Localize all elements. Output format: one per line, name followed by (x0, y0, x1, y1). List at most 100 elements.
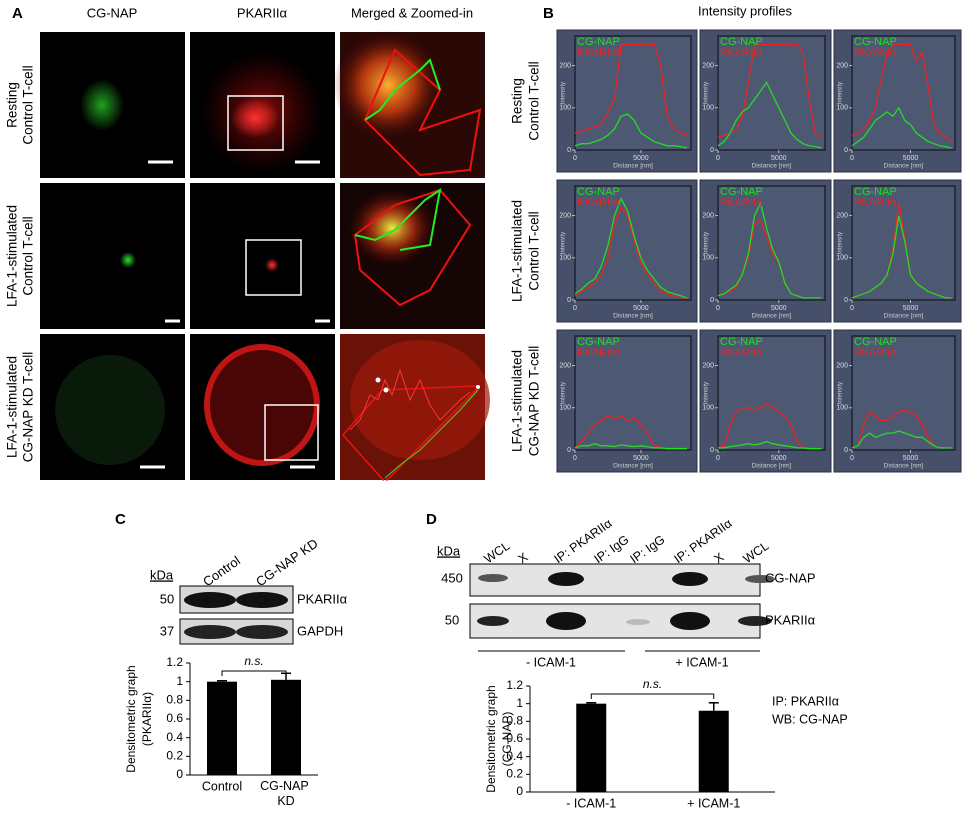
x-tick-label: 5000 (771, 455, 787, 462)
row-label: CG-NAP KD T-cell (21, 352, 36, 463)
y-tick-label: 0.6 (166, 711, 183, 725)
row-label: CG-NAP KD T-cell (527, 346, 542, 457)
x-tick-label: CG-NAP KD (260, 779, 312, 808)
note: IP: PKARIIα (772, 694, 839, 708)
unit-label: kDa (437, 543, 461, 558)
profile-line (574, 415, 687, 449)
marker-label: 50 (160, 591, 174, 606)
blots (179, 563, 775, 652)
y-tick-label: 200 (836, 212, 848, 219)
y-tick-label: 100 (559, 255, 571, 262)
y-axis-label: Intensity (561, 82, 567, 104)
profile-line (717, 81, 822, 149)
profile-line (717, 200, 822, 299)
x-tick-label: 5000 (903, 305, 919, 312)
legend-entry: CG-NAP (577, 36, 620, 48)
legend-entry: PKARIIα (577, 347, 620, 359)
y-tick-label: 0 (710, 297, 714, 304)
y-tick-label: 200 (559, 62, 571, 69)
row-label: LFA-1-stimulated (510, 200, 525, 302)
y-axis-label: Densitometric graph (484, 685, 498, 792)
significance-bracket (590, 693, 715, 699)
legend-entry: PKARIIα (854, 197, 897, 209)
legend-entry: CG-NAP (854, 36, 897, 48)
y-tick-label: 100 (702, 255, 714, 262)
profile-line (851, 430, 952, 449)
bar (271, 679, 301, 775)
row-label: Control T-cell (527, 61, 542, 140)
y-tick-label: 200 (836, 362, 848, 369)
profile-line (718, 440, 822, 450)
profile-line (574, 43, 688, 136)
profile-line (574, 113, 688, 149)
plot-frame (574, 185, 692, 301)
x-tick-label: 0 (573, 455, 577, 462)
panel-label: A (12, 5, 23, 22)
lane-label: Control (200, 553, 243, 589)
row-label: Resting (5, 82, 20, 128)
y-tick-label: 1.2 (506, 678, 523, 692)
profile-line (851, 215, 952, 299)
marker-label: 37 (160, 623, 174, 638)
y-tick-label: 100 (702, 405, 714, 412)
panel-label: B (543, 5, 554, 22)
x-tick-label: 0 (716, 455, 720, 462)
x-tick-label: 5000 (633, 305, 649, 312)
unit-label: kDa (150, 567, 174, 582)
x-tick-label: 5000 (771, 155, 787, 162)
group-label: + ICAM-1 (675, 655, 728, 669)
row-label: Control T-cell (21, 65, 36, 144)
profile-line (574, 197, 688, 299)
plot-frame (851, 185, 956, 301)
y-tick-label: 100 (836, 405, 848, 412)
y-tick-label: 0 (567, 147, 571, 154)
significance-bracket (221, 670, 287, 676)
bar (576, 703, 607, 792)
marker-label: 450 (441, 570, 463, 585)
x-axis-label: Distance [nm] (884, 163, 924, 170)
micrographs (40, 30, 490, 484)
y-tick-label: 0.4 (166, 730, 183, 744)
legend-entry: PKARIIα (720, 47, 763, 59)
bar (207, 681, 237, 775)
x-tick-label: 0 (573, 305, 577, 312)
plot-frame (574, 35, 692, 151)
x-tick-label: + ICAM-1 (687, 796, 740, 810)
y-tick-label: 0.8 (166, 693, 183, 707)
y-tick-label: 0 (516, 784, 523, 798)
x-tick-label: 0 (850, 455, 854, 462)
lane-label: WCL (482, 539, 513, 566)
y-tick-label: 200 (559, 362, 571, 369)
bar (698, 710, 729, 792)
y-axis-label: Densitometric graph (124, 665, 138, 772)
y-axis-label: Intensity (838, 232, 844, 254)
legend-entry: CG-NAP (577, 186, 620, 198)
y-axis-label: Intensity (704, 82, 710, 104)
row-label: LFA-1-stimulated (510, 350, 525, 452)
x-tick-label: 0 (716, 305, 720, 312)
legend-entry: CG-NAP (720, 336, 763, 348)
y-axis-label: (PKARIIα) (140, 692, 154, 746)
y-tick-label: 100 (559, 405, 571, 412)
y-tick-label: 100 (836, 105, 848, 112)
panel-title: Intensity profiles (698, 3, 792, 18)
y-tick-label: 100 (702, 105, 714, 112)
protein-label: PKARIIα (297, 591, 348, 606)
legend-entry: CG-NAP (720, 36, 763, 48)
y-tick-label: 200 (702, 212, 714, 219)
x-tick-label: Control (202, 779, 242, 793)
x-axis-label: Distance [nm] (752, 463, 792, 470)
y-tick-label: 100 (836, 255, 848, 262)
y-tick-label: 0 (710, 447, 714, 454)
x-axis-label: Distance [nm] (884, 463, 924, 470)
panel-label: C (115, 511, 126, 528)
row-label: LFA-1-stimulated (5, 356, 20, 458)
y-tick-label: 0.4 (506, 749, 523, 763)
x-tick-label: 0 (716, 155, 720, 162)
x-tick-label: 0 (850, 155, 854, 162)
column-header: PKARIIα (237, 5, 288, 20)
x-tick-label: 5000 (903, 155, 919, 162)
y-tick-label: 0.6 (506, 731, 523, 745)
profile-line (717, 43, 822, 138)
